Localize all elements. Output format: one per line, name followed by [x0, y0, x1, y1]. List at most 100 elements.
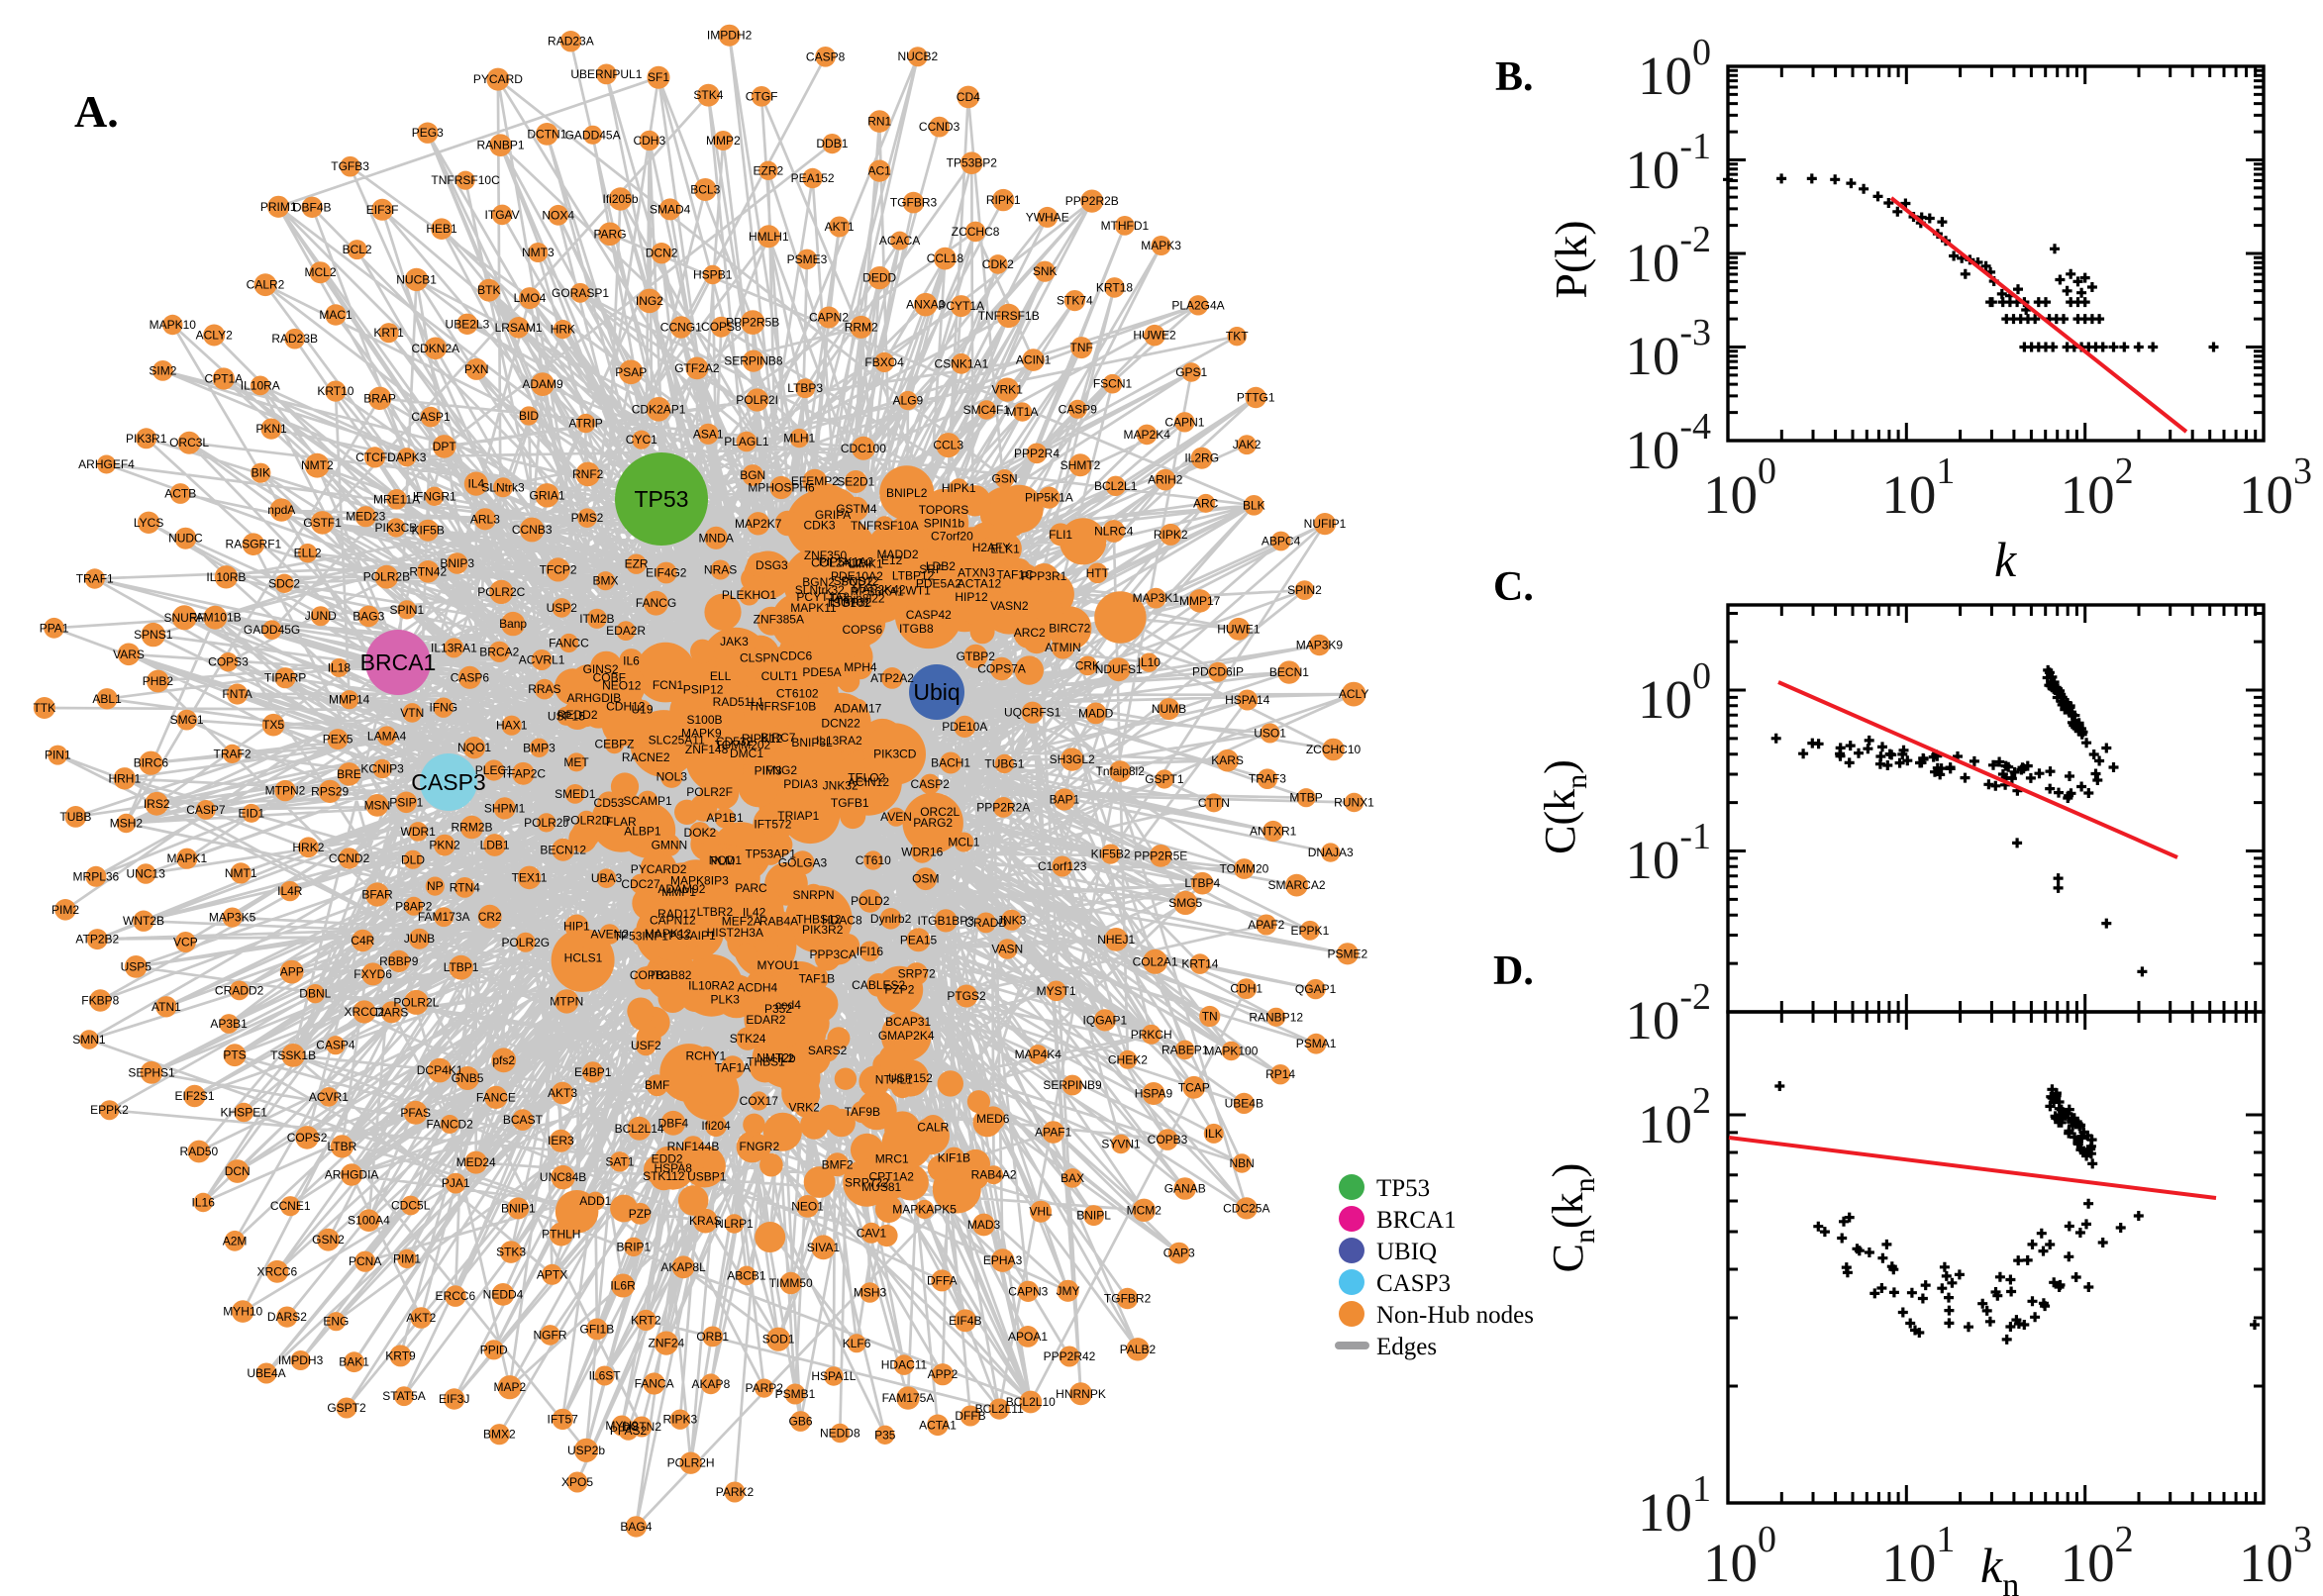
svg-text:JNK32: JNK32 [823, 779, 858, 793]
svg-text:SH3GL2: SH3GL2 [1050, 752, 1095, 766]
svg-text:HNRNPK: HNRNPK [1056, 1387, 1106, 1401]
svg-text:RAD17: RAD17 [657, 907, 696, 921]
svg-text:MAP2: MAP2 [493, 1380, 526, 1394]
svg-text:GOLGA3: GOLGA3 [778, 855, 828, 869]
svg-text:CTGF: CTGF [746, 89, 778, 103]
svg-text:LTBP32: LTBP32 [830, 595, 872, 609]
svg-text:RPS29: RPS29 [311, 784, 349, 798]
svg-text:LMO4: LMO4 [514, 291, 547, 305]
svg-text:Tnfaip8l22: Tnfaip8l22 [830, 592, 885, 606]
svg-text:AKT3: AKT3 [548, 1086, 577, 1100]
svg-text:CALR: CALR [917, 1121, 949, 1135]
svg-text:SHPM1: SHPM1 [484, 801, 526, 815]
svg-text:MEF2A: MEF2A [722, 914, 761, 928]
svg-text:FLAR: FLAR [606, 815, 637, 829]
svg-text:PIM2: PIM2 [51, 903, 79, 917]
svg-text:EIF3F: EIF3F [366, 203, 399, 217]
svg-text:RN1: RN1 [867, 115, 891, 129]
svg-text:CCL18: CCL18 [927, 251, 964, 265]
svg-text:NGFR: NGFR [534, 1328, 567, 1342]
svg-text:MMP2: MMP2 [706, 134, 741, 148]
svg-text:PCYT1A: PCYT1A [938, 299, 984, 313]
svg-text:RRM2B: RRM2B [451, 821, 492, 835]
svg-text:ACTA1: ACTA1 [919, 1418, 957, 1432]
svg-text:MSN: MSN [364, 798, 391, 812]
svg-text:NHEJ1: NHEJ1 [1097, 933, 1135, 947]
svg-text:BCL3: BCL3 [690, 183, 720, 197]
svg-text:ARC: ARC [1193, 496, 1219, 510]
svg-text:PFAS2: PFAS2 [610, 1424, 648, 1438]
svg-text:IFI16: IFI16 [857, 945, 884, 958]
svg-text:HSPA9: HSPA9 [1135, 1087, 1173, 1101]
svg-text:BECN12: BECN12 [540, 843, 586, 856]
svg-text:CDC5L: CDC5L [391, 1199, 431, 1213]
svg-text:TNF: TNF [1070, 341, 1093, 354]
svg-text:SNK: SNK [1033, 264, 1058, 278]
svg-text:PZP2: PZP2 [884, 983, 914, 997]
svg-text:PSMB1: PSMB1 [775, 1387, 816, 1401]
svg-text:CTCFL: CTCFL [355, 450, 394, 464]
svg-text:MAPK3: MAPK3 [1141, 239, 1181, 252]
svg-text:LDB1: LDB1 [480, 839, 510, 852]
svg-text:PLA2G4A: PLA2G4A [1171, 298, 1224, 312]
svg-text:KIF5B: KIF5B [412, 524, 445, 538]
svg-text:GTF2A2: GTF2A2 [674, 361, 720, 375]
svg-text:IL18: IL18 [328, 661, 352, 675]
svg-text:QGAP1: QGAP1 [1295, 982, 1337, 996]
svg-text:PPP2R4: PPP2R4 [1014, 447, 1060, 460]
svg-text:VARS: VARS [113, 648, 145, 661]
svg-text:ATP2B2: ATP2B2 [75, 933, 119, 947]
svg-text:BNIPL: BNIPL [1076, 1209, 1111, 1223]
svg-text:RAB4A: RAB4A [759, 914, 798, 928]
svg-text:BID: BID [519, 409, 539, 423]
svg-text:KLF6: KLF6 [843, 1337, 871, 1350]
svg-text:STK4: STK4 [693, 88, 723, 102]
svg-text:IQGAP1: IQGAP1 [1083, 1013, 1128, 1027]
svg-text:PIP5K1A: PIP5K1A [1025, 491, 1073, 505]
svg-text:HRH1: HRH1 [108, 771, 141, 785]
svg-text:MAPK12: MAPK12 [645, 927, 692, 941]
svg-text:UBERNPUL1: UBERNPUL1 [570, 67, 642, 81]
svg-text:CASP1: CASP1 [411, 410, 451, 424]
svg-text:DCN: DCN [225, 1164, 251, 1178]
svg-text:IL13RA2: IL13RA2 [816, 734, 862, 748]
svg-text:P(k): P(k) [1546, 220, 1596, 298]
svg-text:BAK1: BAK1 [339, 1355, 369, 1369]
svg-text:VHL: VHL [1029, 1205, 1053, 1219]
svg-text:BRCA2: BRCA2 [479, 645, 519, 658]
svg-text:MAPKAPK5: MAPKAPK5 [892, 1203, 957, 1217]
svg-text:IFNG: IFNG [429, 701, 457, 715]
svg-text:EPHA3: EPHA3 [983, 1253, 1023, 1267]
svg-text:DOK2: DOK2 [684, 826, 717, 840]
svg-text:FANCE: FANCE [476, 1090, 516, 1104]
svg-text:STAT5A: STAT5A [382, 1389, 426, 1403]
svg-text:HSPB1: HSPB1 [693, 268, 733, 282]
svg-text:COPB2: COPB2 [630, 968, 670, 982]
svg-text:DNAJA3: DNAJA3 [1308, 846, 1354, 859]
svg-text:BIRC72: BIRC72 [1049, 622, 1090, 636]
svg-text:LTBR: LTBR [328, 1140, 357, 1153]
svg-text:NUFIP1: NUFIP1 [1304, 517, 1347, 531]
svg-text:MMP17: MMP17 [1179, 594, 1221, 608]
svg-text:UBIQ: UBIQ [1376, 1239, 1437, 1265]
svg-text:CAV1: CAV1 [857, 1226, 887, 1240]
svg-text:POLR2G: POLR2G [501, 936, 550, 949]
svg-text:DPT: DPT [433, 440, 457, 453]
svg-text:MT1A: MT1A [1006, 405, 1038, 419]
svg-text:ERCC6: ERCC6 [436, 1289, 476, 1303]
svg-text:ELL: ELL [710, 669, 732, 683]
svg-text:GSPT1: GSPT1 [1145, 772, 1184, 786]
svg-text:GADD45G: GADD45G [244, 623, 300, 637]
svg-text:RASGRF1: RASGRF1 [226, 538, 282, 551]
svg-text:GSN: GSN [991, 472, 1017, 486]
svg-text:MYST1: MYST1 [1037, 984, 1076, 998]
svg-text:PKN2: PKN2 [429, 839, 460, 852]
svg-text:ITGB82: ITGB82 [651, 968, 692, 982]
svg-text:MAC1: MAC1 [319, 308, 353, 322]
svg-text:PTS: PTS [223, 1048, 246, 1062]
svg-text:MAPK11: MAPK11 [790, 601, 837, 615]
svg-text:NOX4: NOX4 [542, 208, 574, 222]
svg-text:POLR2J: POLR2J [524, 816, 568, 830]
svg-text:COPS8: COPS8 [701, 320, 742, 334]
svg-text:CCNE1: CCNE1 [270, 1199, 311, 1213]
